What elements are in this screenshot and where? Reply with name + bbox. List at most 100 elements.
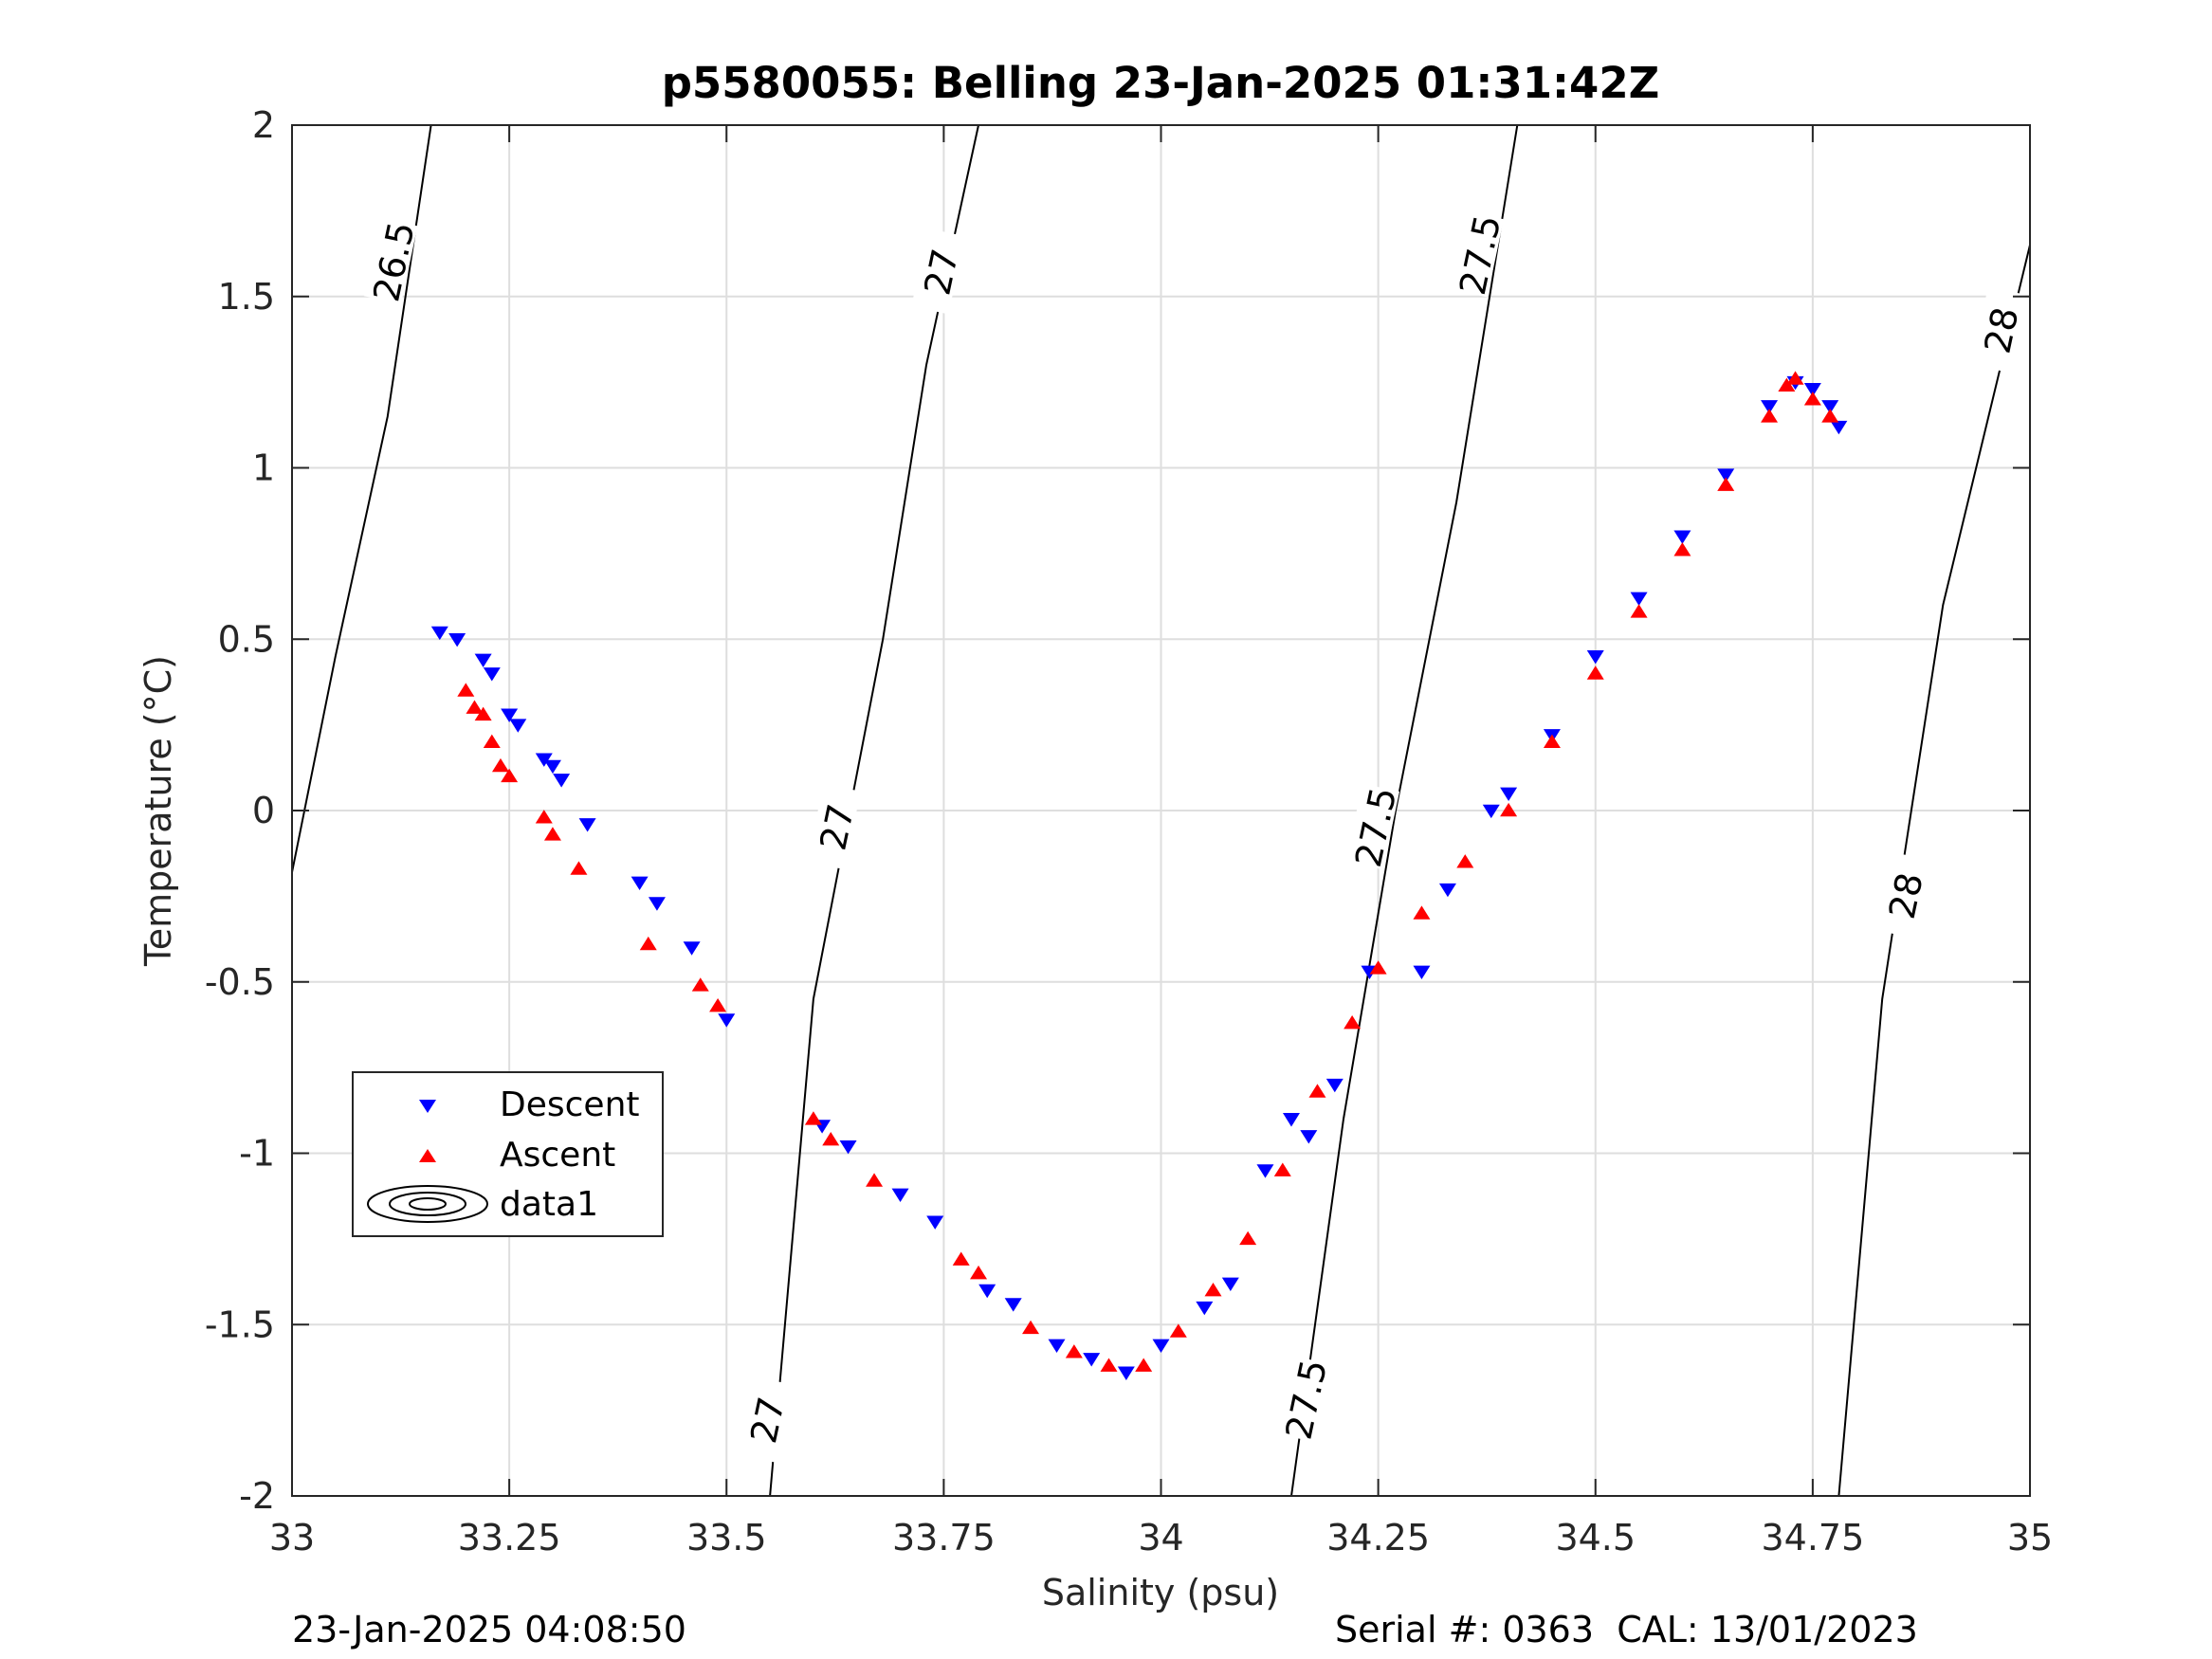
ascent-point xyxy=(1786,371,1804,385)
contour-label: 28 xyxy=(1881,869,1931,922)
descent-point xyxy=(839,1139,857,1155)
descent-point xyxy=(1821,400,1839,414)
descent-point xyxy=(509,719,527,733)
contour-line-26.5 xyxy=(291,124,432,873)
y-tick-label: -2 xyxy=(239,1475,275,1517)
ascent-point xyxy=(1204,1283,1222,1297)
descent-point xyxy=(535,753,553,767)
descent-point xyxy=(1630,592,1648,606)
descent-point xyxy=(1673,530,1691,544)
descent-point xyxy=(1221,1277,1239,1291)
ascent-point xyxy=(804,1111,822,1125)
legend-ascent-label: Ascent xyxy=(500,1136,615,1175)
descent-point xyxy=(1413,965,1431,980)
descent-point xyxy=(1717,468,1735,483)
legend-descent-label: Descent xyxy=(500,1085,640,1124)
y-tick-label: 0.5 xyxy=(218,618,275,660)
ascent-point xyxy=(1273,1162,1291,1176)
descent-point xyxy=(1438,883,1456,898)
contour-label: 27 xyxy=(742,1394,793,1447)
descent-point xyxy=(1083,1353,1101,1367)
ascent-point xyxy=(1778,377,1796,392)
grid xyxy=(291,124,2031,1497)
y-tick-label: 1 xyxy=(252,447,275,489)
ascent-point xyxy=(1456,854,1474,868)
descent-point xyxy=(578,818,596,832)
legend-contour-icon xyxy=(367,1185,488,1223)
legend-box xyxy=(352,1071,664,1237)
x-tick-label: 33.25 xyxy=(458,1517,561,1559)
ascent-series xyxy=(457,371,1839,1372)
descent-point xyxy=(474,653,492,668)
contour-label: 27.5 xyxy=(1278,1356,1336,1443)
y-tick-label: -1 xyxy=(239,1133,275,1175)
contour-label-bg xyxy=(737,1376,792,1463)
contour-label-bg xyxy=(1276,1356,1330,1442)
descent-point xyxy=(448,632,466,647)
ascent-point xyxy=(570,861,588,875)
descent-point xyxy=(1117,1366,1135,1380)
descent-point xyxy=(1761,400,1779,414)
contour-label-bg xyxy=(1345,783,1400,870)
ascent-point xyxy=(691,977,709,992)
descent-point xyxy=(543,759,561,775)
ascent-point xyxy=(1169,1323,1187,1338)
contour-label: 27.5 xyxy=(1452,211,1509,299)
y-tick-label: -0.5 xyxy=(205,961,275,1003)
ascent-point xyxy=(1630,604,1648,618)
y-axis-label: Temperature (°C) xyxy=(137,655,179,967)
x-tick-label: 34 xyxy=(1138,1517,1183,1559)
chart-title: p5580055: Belling 23-Jan-2025 01:31:42Z xyxy=(662,58,1660,108)
y-tick-label: 1.5 xyxy=(218,276,275,318)
descent-point xyxy=(501,708,519,722)
descent-point xyxy=(1152,1339,1170,1354)
descent-point xyxy=(891,1188,909,1202)
ascent-point xyxy=(1500,802,1518,817)
ascent-point xyxy=(1821,409,1839,423)
ascent-point xyxy=(1022,1320,1040,1335)
y-tick-label: 2 xyxy=(252,104,275,146)
ascent-point xyxy=(501,768,519,783)
ascent-point xyxy=(1065,1344,1083,1358)
ascent-point xyxy=(1761,409,1779,423)
x-tick-label: 34.25 xyxy=(1326,1517,1430,1559)
x-axis-label: Salinity (psu) xyxy=(1042,1572,1279,1613)
descent-point xyxy=(1803,383,1821,397)
x-tick-label: 33 xyxy=(269,1517,315,1559)
contour-line-27.5 xyxy=(1290,124,1519,1497)
contour-label-bg xyxy=(1450,210,1505,298)
ascent-point xyxy=(1344,1015,1362,1030)
ascent-point xyxy=(970,1265,988,1280)
y-tick-label: -1.5 xyxy=(205,1304,275,1345)
descent-point xyxy=(1500,787,1518,802)
ascent-point xyxy=(1413,905,1431,920)
descent-point xyxy=(718,1013,736,1028)
contour-label-bg xyxy=(363,218,418,304)
legend-descent-marker xyxy=(419,1100,436,1113)
descent-point xyxy=(683,941,701,956)
contour-lines: 26.5 27 27 27 27.5 27.5 27.5 28 28 xyxy=(291,124,2031,1497)
descent-point xyxy=(1482,804,1500,819)
descent-point xyxy=(648,897,666,911)
x-tick-label: 34.5 xyxy=(1555,1517,1636,1559)
footer-serial: Serial #: 0363 CAL: 13/01/2023 xyxy=(1335,1609,1918,1650)
descent-point xyxy=(1586,650,1604,665)
legend-ascent-marker xyxy=(419,1149,436,1162)
descent-point xyxy=(1196,1301,1214,1316)
descent-point xyxy=(978,1284,996,1299)
contour-label: 28 xyxy=(1977,303,2027,356)
ascent-point xyxy=(466,700,484,714)
contour-label-bg xyxy=(807,783,861,870)
ascent-point xyxy=(822,1131,840,1146)
descent-point xyxy=(926,1215,944,1230)
contour-line-28 xyxy=(1837,245,2031,1497)
ascent-point xyxy=(1100,1358,1118,1372)
ascent-point xyxy=(474,706,492,721)
descent-point xyxy=(1282,1113,1300,1127)
contour-label-bg xyxy=(1875,851,1930,939)
footer-timestamp: 23-Jan-2025 04:08:50 xyxy=(292,1609,686,1650)
contour-label: 26.5 xyxy=(365,218,423,305)
ascent-point xyxy=(952,1251,970,1266)
contour-label: 27 xyxy=(812,800,862,853)
